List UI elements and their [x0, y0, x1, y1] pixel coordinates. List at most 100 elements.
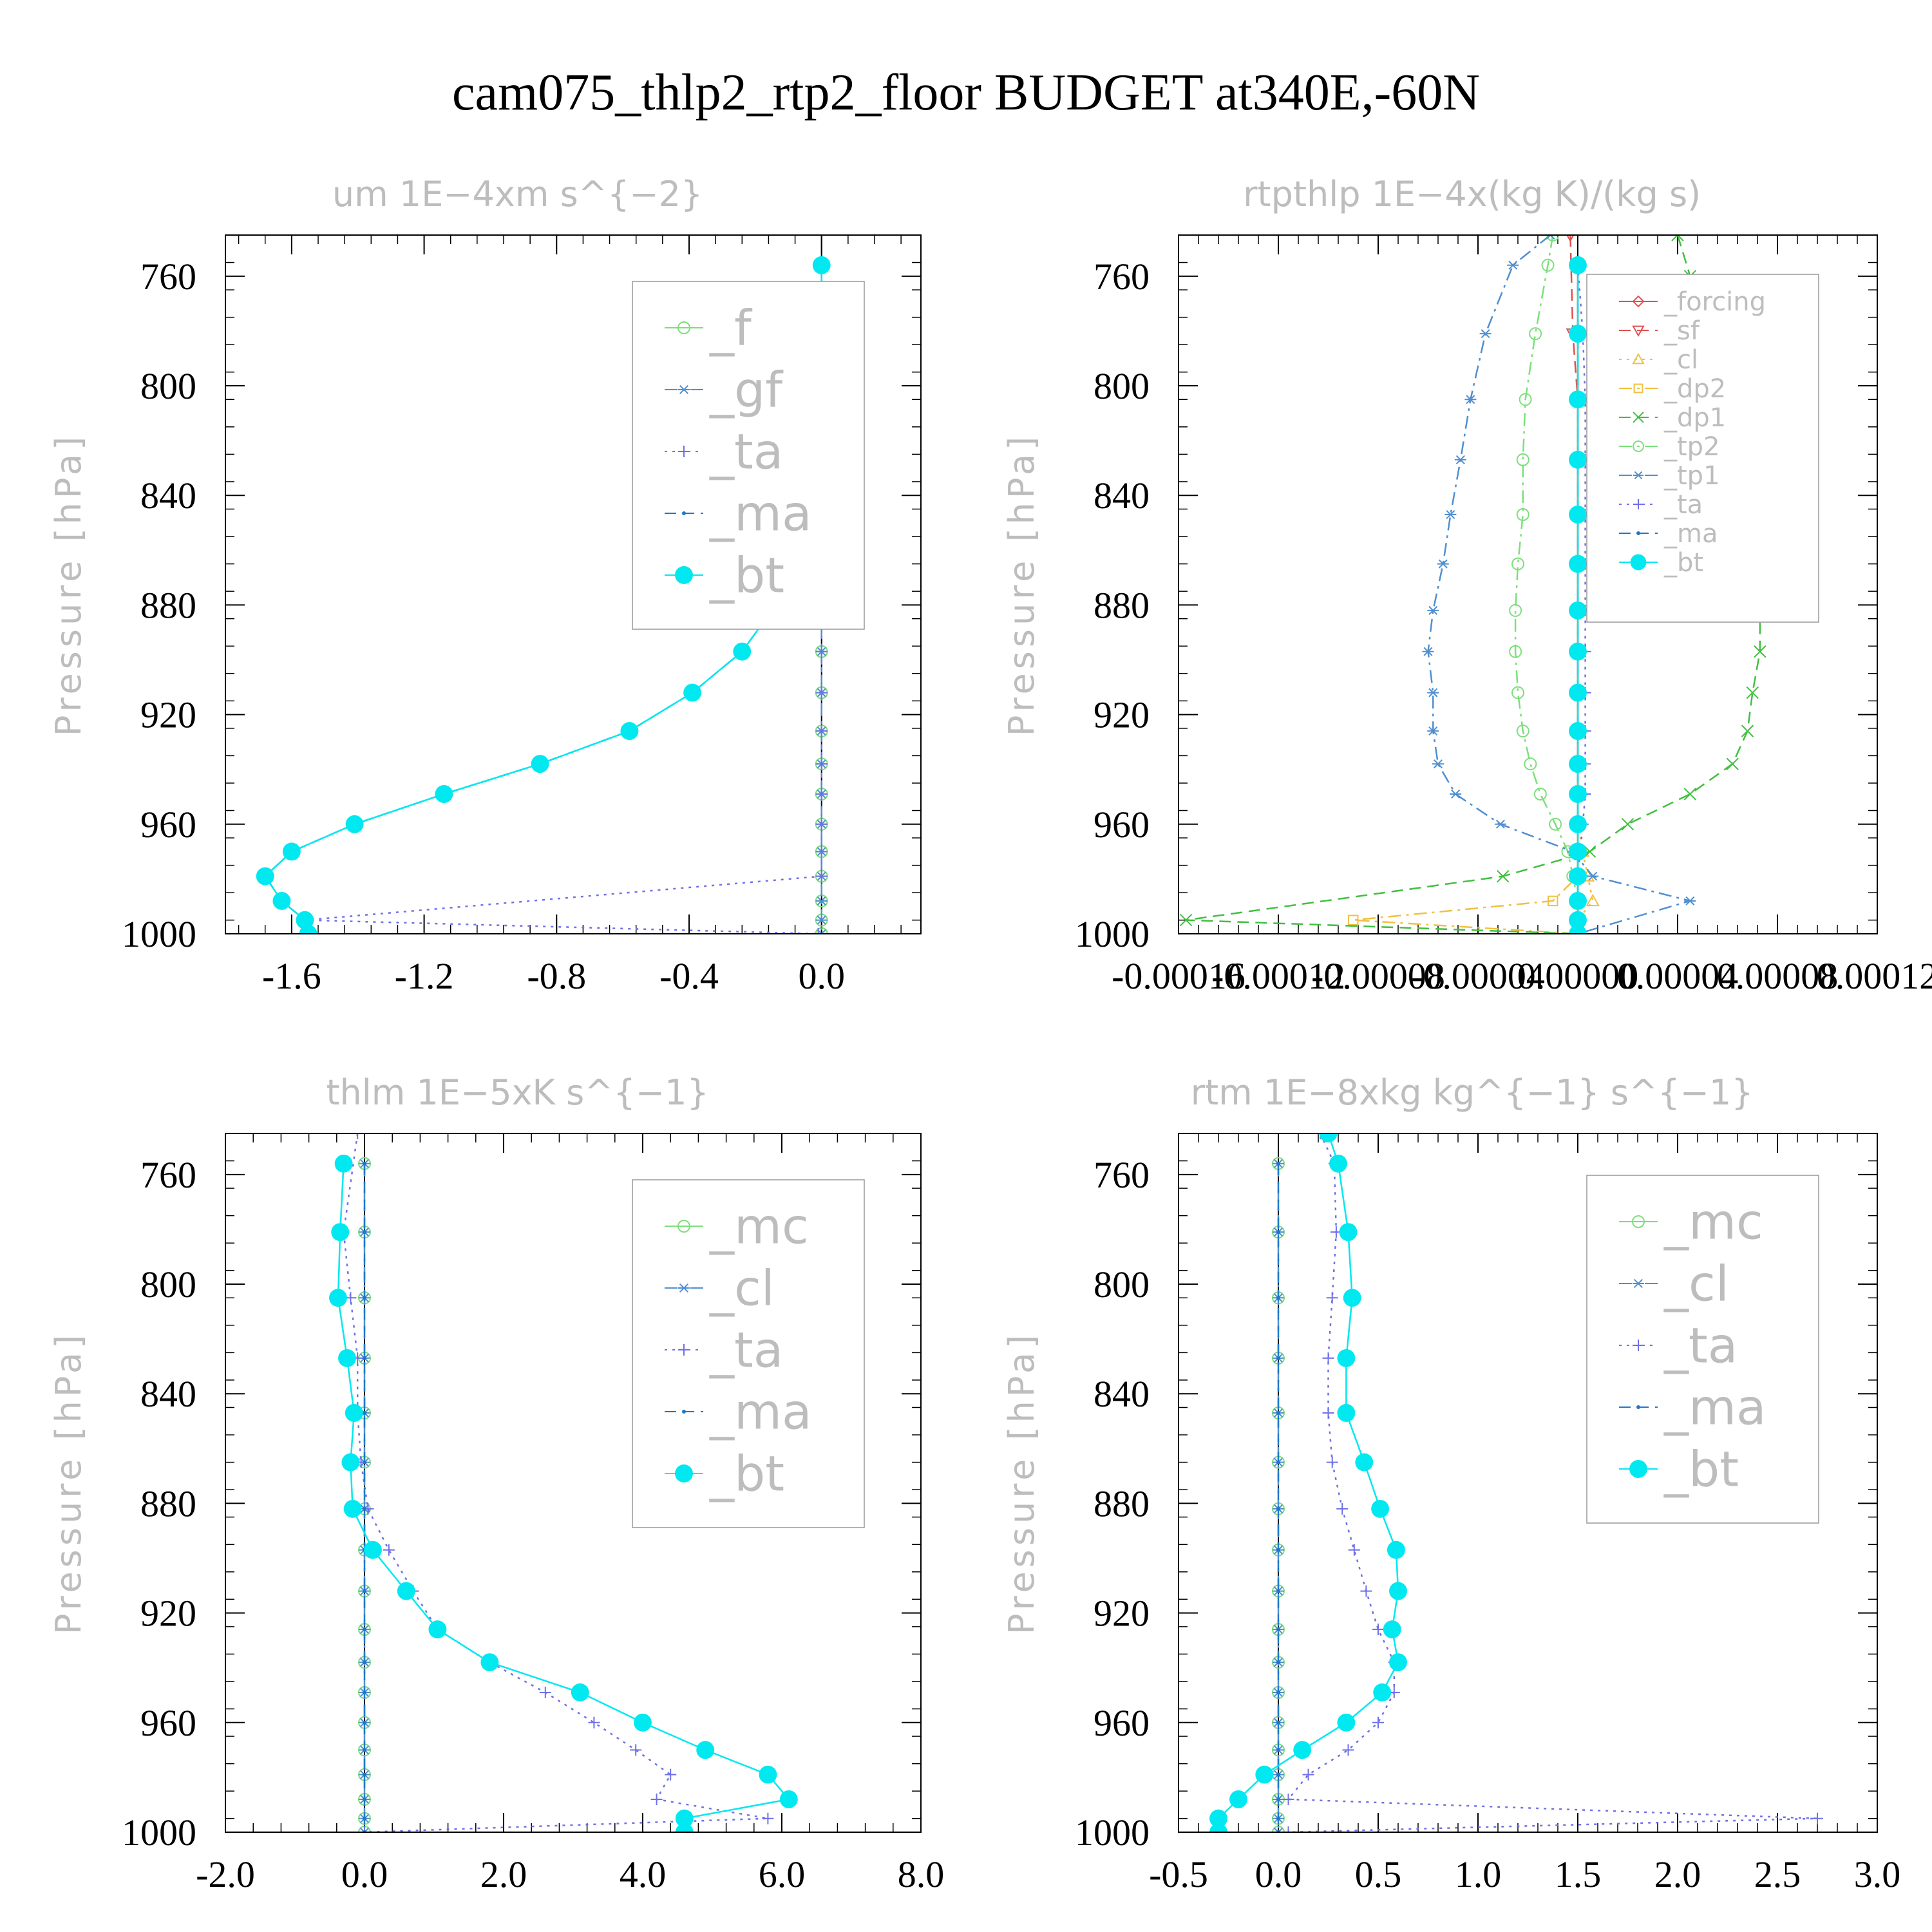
data-point — [359, 1826, 370, 1832]
data-point — [762, 1812, 774, 1824]
legend-marker — [682, 511, 686, 515]
data-point — [1569, 925, 1587, 934]
data-point — [1464, 395, 1477, 404]
legend-item: _dp1 — [1619, 403, 1726, 433]
data-point — [329, 1289, 347, 1307]
x-tick-label: 0.00004 — [1617, 955, 1739, 997]
legend-item: _f — [665, 299, 753, 357]
legend-marker — [678, 446, 690, 457]
data-point — [1339, 1223, 1358, 1242]
data-point — [1355, 1453, 1374, 1472]
data-point — [428, 1620, 447, 1639]
data-point — [1427, 726, 1439, 736]
data-point — [1276, 1296, 1280, 1300]
legend-label: _bt — [709, 1445, 784, 1502]
data-point — [815, 870, 828, 882]
legend-label: _dp2 — [1663, 374, 1726, 404]
data-point — [1322, 1352, 1334, 1364]
data-point — [1569, 891, 1587, 910]
data-point — [1586, 893, 1600, 907]
legend-box — [1586, 1175, 1819, 1524]
data-point — [1302, 1768, 1314, 1781]
data-point — [1683, 788, 1697, 800]
data-point — [363, 1690, 366, 1694]
legend: _f_gf_ta_ma_bt — [632, 281, 865, 630]
legend-item: _forcing — [1619, 287, 1766, 317]
y-tick-label: 800 — [140, 1264, 196, 1305]
data-point — [363, 1411, 366, 1415]
data-point — [363, 1720, 366, 1725]
legend-item: _ta — [665, 423, 783, 480]
data-point — [363, 1230, 366, 1235]
data-point — [1276, 1589, 1280, 1593]
data-point — [630, 1744, 642, 1756]
panel-title: rtm 1E−8xkg kg^{−1} s^{−1} — [1191, 1072, 1754, 1113]
legend-label: _sf — [1663, 316, 1700, 346]
data-point — [1276, 1660, 1280, 1665]
legend: _forcing_sf_cl_dp2_dp1_tp2_tp1_ta_ma_bt — [1586, 274, 1819, 623]
data-point — [675, 1809, 694, 1828]
data-point — [1569, 842, 1587, 861]
data-point — [1684, 896, 1696, 905]
data-point — [345, 815, 364, 833]
legend-marker — [1629, 1460, 1647, 1478]
data-point — [363, 1356, 366, 1360]
data-point — [1569, 601, 1587, 620]
x-tick-label: 8.0 — [898, 1853, 945, 1895]
data-point — [1337, 1349, 1356, 1367]
data-point — [815, 846, 828, 858]
data-point — [334, 1154, 353, 1173]
panel-title: rtpthlp 1E−4x(kg K)/(kg s) — [1243, 174, 1701, 214]
data-point — [1276, 1797, 1280, 1801]
data-point — [1569, 506, 1587, 524]
y-tick-label: 760 — [140, 256, 196, 298]
data-point — [1524, 757, 1537, 771]
legend-marker — [675, 1464, 693, 1482]
legend-label: _mc — [709, 1198, 809, 1255]
data-point — [1569, 683, 1587, 702]
legend-label: _ta — [1663, 490, 1703, 520]
legend-item: _tp2 — [1619, 432, 1720, 462]
x-tick-label: -0.00008 — [1311, 955, 1445, 997]
data-point — [363, 1627, 366, 1632]
data-point — [1276, 1548, 1280, 1552]
data-point — [1387, 1540, 1405, 1559]
y-tick-label: 800 — [140, 365, 196, 407]
data-point — [815, 725, 828, 737]
data-point — [480, 1653, 499, 1672]
legend-marker — [1632, 295, 1645, 308]
legend-item: _ta — [1619, 490, 1703, 520]
data-point — [383, 1544, 395, 1556]
x-tick-label: 0.5 — [1355, 1853, 1402, 1895]
data-point — [683, 683, 702, 702]
data-point — [1276, 1690, 1280, 1694]
data-point — [343, 1499, 362, 1518]
y-tick-label: 760 — [1094, 256, 1150, 298]
data-point — [1549, 817, 1562, 831]
data-point — [1671, 235, 1684, 242]
data-point — [1337, 1404, 1356, 1422]
legend-marker — [678, 384, 690, 395]
data-point — [1360, 1585, 1372, 1597]
y-tick-label: 960 — [140, 1702, 196, 1744]
legend-label: _gf — [709, 361, 784, 419]
legend-box — [632, 281, 865, 630]
data-point — [1497, 869, 1510, 883]
data-point — [1276, 1506, 1280, 1511]
x-tick-label: -0.00016 — [1112, 955, 1245, 997]
legend-item: _bt — [1619, 1441, 1739, 1498]
data-point — [1273, 1827, 1284, 1832]
x-tick-label: 1.0 — [1455, 1853, 1502, 1895]
data-point — [256, 867, 274, 886]
data-point — [1373, 1683, 1392, 1701]
legend-item: _bt — [665, 1445, 784, 1502]
data-point — [1569, 785, 1587, 803]
legend-label: _bt — [1663, 1441, 1739, 1498]
data-point — [345, 1404, 363, 1422]
plot-frame — [1178, 1133, 1878, 1833]
data-point — [1621, 818, 1634, 831]
legend-item: _mc — [665, 1198, 809, 1255]
x-tick-label: 3.0 — [1854, 1853, 1901, 1895]
data-point — [650, 1793, 663, 1805]
legend-marker — [1633, 383, 1643, 393]
